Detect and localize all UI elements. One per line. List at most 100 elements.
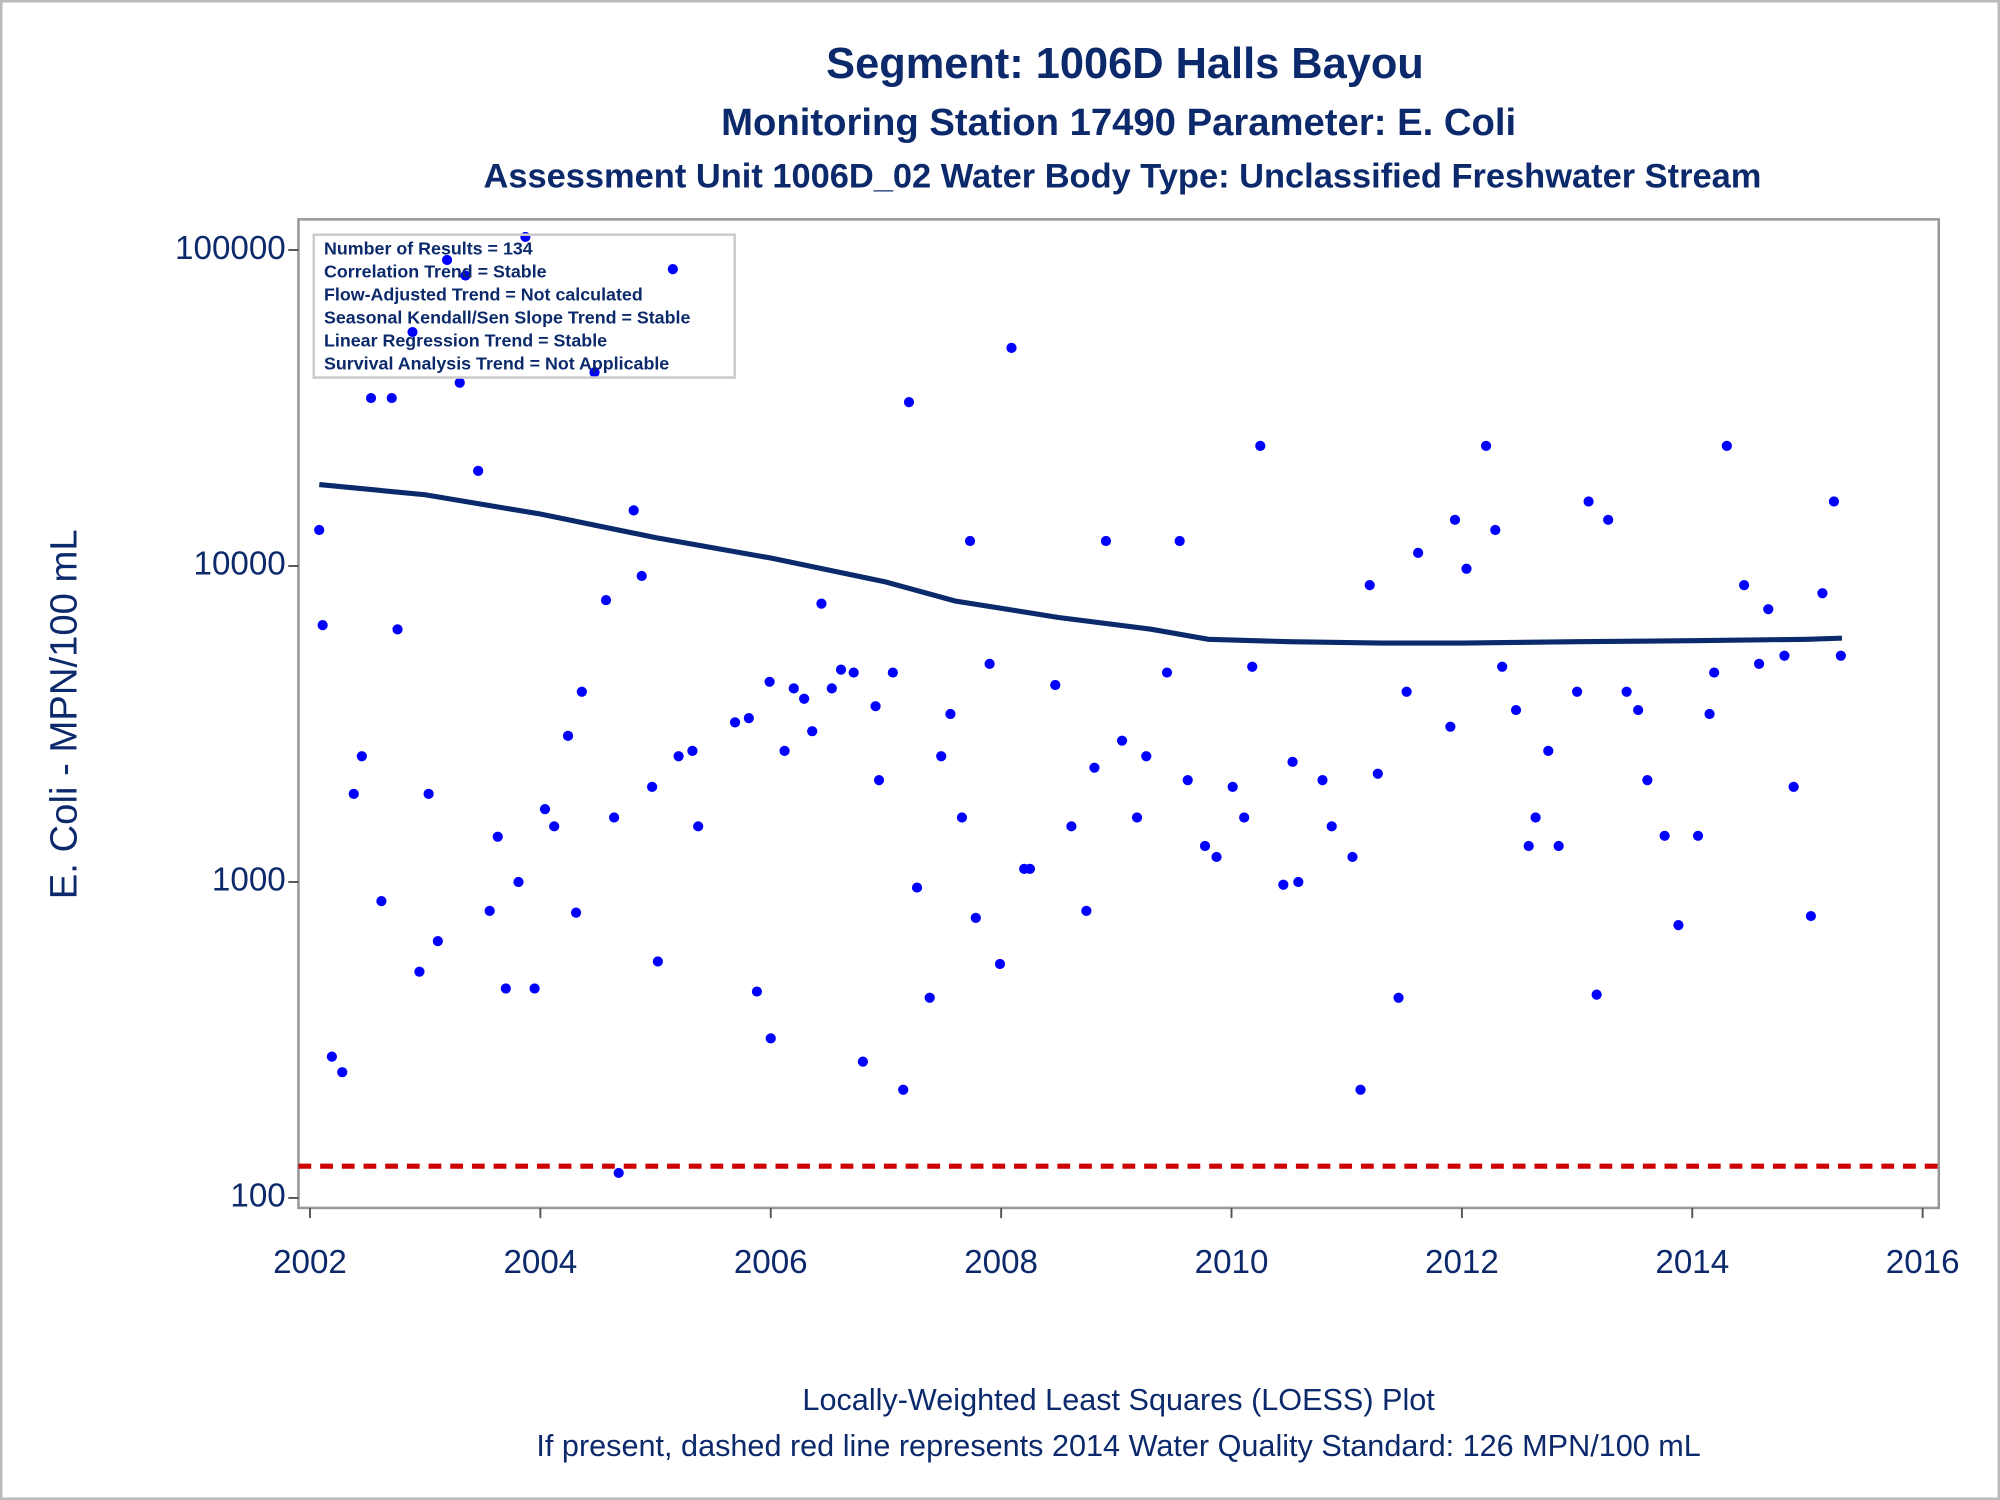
stats-line: Number of Results = 134 [324,239,533,259]
data-point [628,505,639,516]
data-point [1583,496,1594,507]
data-point [1081,905,1092,916]
data-point [1510,704,1522,716]
data-point [647,781,658,792]
data-point [492,831,503,842]
data-point [348,788,359,799]
data-point [636,570,647,582]
data-point [570,907,582,918]
footnote: Locally-Weighted Least Squares (LOESS) P… [802,1383,1435,1417]
data-point [562,730,574,741]
data-point [589,367,600,378]
data-point [1788,781,1799,792]
data-point [1006,342,1017,354]
data-point [964,535,976,547]
plot-frame [297,218,1941,1210]
data-point [1673,920,1684,931]
data-point [529,983,540,994]
stats-line: Linear Regression Trend = Stable [324,331,607,351]
stats-line: Correlation Trend = Stable [324,262,547,282]
data-point [337,1067,348,1078]
x-tick-label: 2004 [503,1244,577,1281]
data-point [1497,661,1508,672]
data-point [870,701,881,712]
data-point [1692,830,1704,841]
data-point [1372,768,1383,779]
data-point [1227,781,1238,792]
data-point [873,775,885,786]
data-point [423,788,434,799]
data-point [1066,821,1077,832]
data-point [1247,661,1258,672]
data-point [826,683,837,694]
data-point [473,465,484,476]
data-point [1131,812,1143,823]
data-point [903,397,915,408]
data-point [608,812,620,823]
data-point [314,524,325,536]
data-point [441,254,453,266]
y-tick-label: 100 [230,1178,285,1215]
x-tick-label: 2012 [1425,1244,1499,1281]
data-point [484,905,495,916]
data-point [743,713,754,724]
data-point [764,676,775,687]
data-point [407,326,418,338]
data-point [667,264,678,275]
data-point [454,377,465,388]
data-point [1278,879,1289,890]
data-point [1480,440,1492,451]
data-point [984,658,995,669]
data-point [1659,830,1670,841]
data-point [1709,667,1720,678]
data-point [1642,775,1653,786]
data-point [1393,992,1404,1003]
data-point [1523,840,1534,852]
data-point [613,1167,624,1179]
data-point [673,751,684,762]
data-point [1364,579,1375,591]
stats-line: Survival Analysis Trend = Not Applicable [324,354,669,374]
data-point [1704,708,1715,720]
footnote: If present, dashed red line represents 2… [536,1429,1700,1463]
data-point [936,751,947,762]
data-point [414,966,425,977]
data-point [687,745,698,756]
data-point [1835,650,1846,661]
data-point [1174,535,1185,547]
data-point [911,882,923,893]
data-point [1293,876,1304,888]
data-point [326,1051,337,1062]
y-tick-label: 100000 [175,230,286,267]
data-point [1445,721,1456,732]
data-point [788,683,799,694]
y-tick-label: 1000 [212,862,286,899]
x-tick-label: 2014 [1655,1244,1729,1281]
data-point [1326,821,1337,832]
data-point [1211,851,1222,863]
data-point [1239,812,1250,823]
data-point [945,708,956,720]
data-point [1287,756,1298,767]
data-point [1317,775,1328,786]
data-point [1100,535,1112,547]
data-point [549,821,560,832]
stats-box [312,233,736,379]
data-point [1805,910,1817,922]
data-point [1449,514,1461,525]
data-point [898,1084,909,1095]
data-point [1182,775,1193,786]
data-point [1739,579,1750,591]
data-point [1401,686,1412,697]
data-point [857,1056,869,1067]
data-point [1461,563,1472,574]
data-point [576,686,587,697]
data-point [1199,840,1211,852]
data-point [1255,440,1266,451]
data-point [1633,704,1644,716]
data-point [816,598,827,609]
data-point [432,935,443,947]
